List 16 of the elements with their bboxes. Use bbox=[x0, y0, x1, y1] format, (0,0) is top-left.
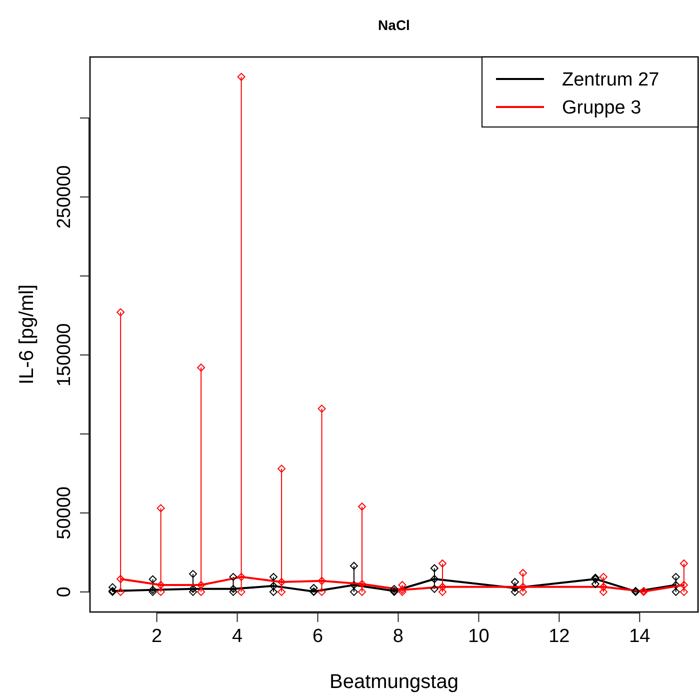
x-tick-label: 6 bbox=[312, 626, 324, 647]
x-tick-label: 14 bbox=[629, 626, 651, 647]
legend-label: Zentrum 27 bbox=[562, 70, 660, 91]
y-tick-label: 150000 bbox=[54, 323, 75, 387]
x-tick-label: 2 bbox=[152, 626, 162, 647]
x-tick-label: 10 bbox=[468, 626, 490, 647]
y-tick-label: 250000 bbox=[54, 165, 75, 229]
y-tick-label: 0 bbox=[54, 586, 75, 598]
x-tick-label: 4 bbox=[232, 626, 243, 647]
x-axis-title: Beatmungstag bbox=[330, 671, 458, 693]
y-axis-title: IL-6 [pg/ml] bbox=[16, 284, 38, 385]
x-tick-label: 12 bbox=[548, 626, 570, 647]
legend-label: Gruppe 3 bbox=[562, 98, 642, 119]
chart-title: NaCl bbox=[378, 17, 410, 33]
x-tick-label: 8 bbox=[392, 626, 404, 647]
y-tick-label: 50000 bbox=[54, 486, 75, 540]
